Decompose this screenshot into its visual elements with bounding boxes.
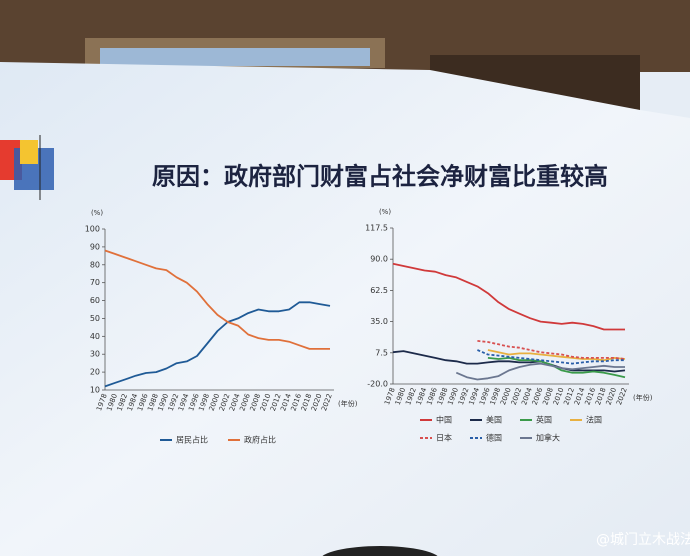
legend-label: 德国 xyxy=(486,433,502,443)
legend-label: 加拿大 xyxy=(536,433,560,443)
y-tick-label: 10 xyxy=(90,386,100,395)
y-tick-label: 30 xyxy=(90,350,100,359)
y-axis-label: (%) xyxy=(379,208,391,216)
series-line xyxy=(455,362,625,381)
deco-yellow xyxy=(20,140,38,164)
y-tick-label: 35.0 xyxy=(370,317,388,326)
slide-title: 原因：政府部门财富占社会净财富比重较高 xyxy=(152,162,608,191)
y-tick-label: 60 xyxy=(90,296,100,305)
series-line xyxy=(392,262,625,331)
legend-label: 法国 xyxy=(586,415,602,425)
audience-head xyxy=(322,546,438,556)
series-line xyxy=(487,349,626,362)
legend-label: 美国 xyxy=(486,415,502,425)
watermark: @城门立木战法 xyxy=(596,532,690,548)
y-tick-label: 80 xyxy=(90,260,100,269)
y-axis-label: (%) xyxy=(91,209,103,217)
y-tick-label: 50 xyxy=(90,314,100,323)
legend-label: 中国 xyxy=(436,415,452,425)
y-tick-label: 100 xyxy=(85,225,100,234)
legend-label: 居民占比 xyxy=(176,435,208,445)
series-line xyxy=(104,249,330,350)
y-tick-label: 62.5 xyxy=(370,286,388,295)
x-axis-label: (年份) xyxy=(633,393,653,402)
legend-label: 日本 xyxy=(436,433,452,443)
y-tick-label: -20.0 xyxy=(367,380,388,389)
y-tick-label: 40 xyxy=(90,332,100,341)
y-tick-label: 7.5 xyxy=(375,348,388,357)
series-line xyxy=(392,350,626,373)
y-tick-label: 90 xyxy=(90,242,100,251)
x-axis-label: (年份) xyxy=(338,399,358,408)
legend-label: 英国 xyxy=(536,415,552,425)
y-tick-label: 70 xyxy=(90,278,100,287)
y-tick-label: 20 xyxy=(90,368,100,377)
slide xyxy=(0,62,690,556)
legend-label: 政府占比 xyxy=(244,435,276,445)
y-tick-label: 90.0 xyxy=(370,255,388,264)
series-line xyxy=(477,349,625,365)
ceiling-window xyxy=(100,48,370,66)
series-line xyxy=(104,301,331,388)
y-tick-label: 117.5 xyxy=(365,224,388,233)
